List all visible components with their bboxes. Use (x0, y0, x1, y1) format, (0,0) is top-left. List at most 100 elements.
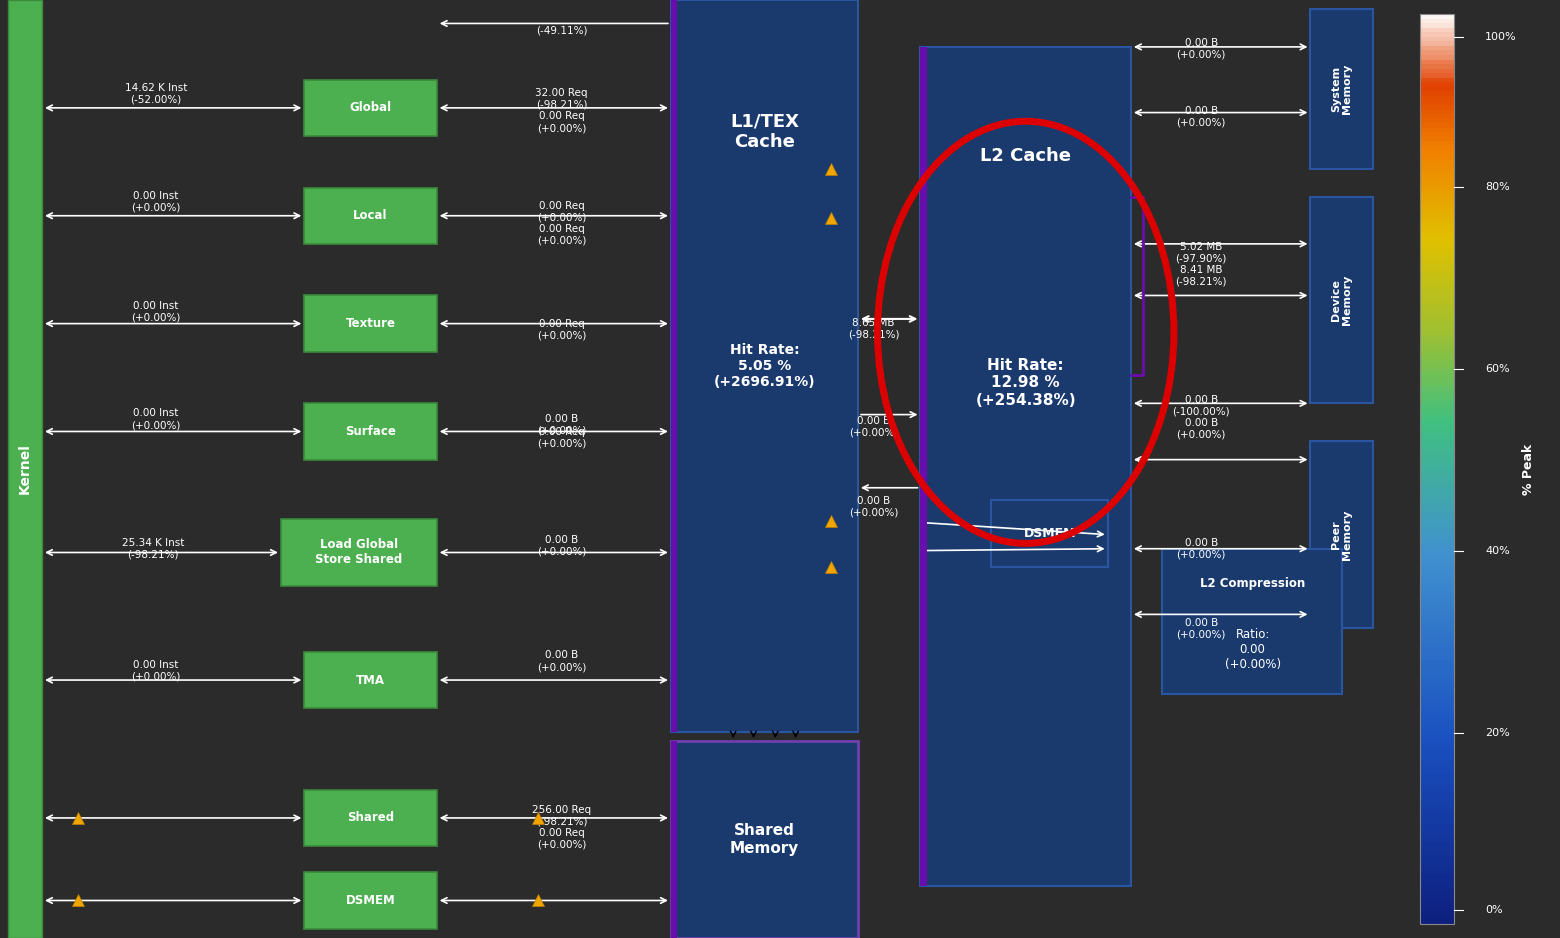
Bar (1420, 83, 1454, 87)
Bar (1420, 779, 1454, 783)
Bar (1420, 269, 1454, 273)
Text: Texture: Texture (345, 317, 396, 330)
Bar (1420, 870, 1454, 874)
Bar (1420, 356, 1454, 360)
Bar (1420, 756, 1454, 760)
Bar (1310, 9, 1373, 169)
Bar (1420, 432, 1454, 437)
Bar (1420, 751, 1454, 756)
Bar (1420, 838, 1454, 842)
Bar (671, 0, 677, 732)
Bar (1420, 369, 1454, 373)
Bar (1310, 197, 1373, 403)
Bar (1420, 474, 1454, 478)
Bar (1420, 287, 1454, 292)
Bar (1420, 373, 1454, 378)
Bar (1420, 460, 1454, 464)
Text: 0.00 B
(+0.00%): 0.00 B (+0.00%) (849, 495, 899, 518)
Bar (1420, 506, 1454, 510)
Text: L1/TEX
Cache: L1/TEX Cache (730, 113, 799, 151)
Bar (1420, 469, 1454, 474)
Bar (1420, 614, 1454, 619)
Text: 100%: 100% (1485, 32, 1516, 42)
Bar (1420, 551, 1454, 555)
Text: Peer
Memory: Peer Memory (1331, 509, 1353, 560)
Bar (304, 188, 437, 244)
Bar (1420, 769, 1454, 774)
Bar (1420, 296, 1454, 301)
Bar (1420, 51, 1454, 55)
Bar (1420, 233, 1454, 237)
Text: 32.00 Req
(-98.21%)
0.00 Req
(+0.00%): 32.00 Req (-98.21%) 0.00 Req (+0.00%) (535, 88, 588, 133)
Bar (1420, 819, 1454, 824)
Bar (1420, 696, 1454, 701)
Bar (1420, 87, 1454, 91)
Text: 5.02 MB
(-97.90%)
8.41 MB
(-98.21%): 5.02 MB (-97.90%) 8.41 MB (-98.21%) (1175, 242, 1228, 287)
Bar (1420, 760, 1454, 764)
Text: 25.34 K Inst
(-98.21%): 25.34 K Inst (-98.21%) (122, 537, 184, 560)
Bar (1420, 847, 1454, 851)
Bar (1420, 255, 1454, 260)
Bar (1420, 910, 1454, 915)
Bar (1420, 278, 1454, 282)
Bar (1420, 487, 1454, 492)
Bar (1420, 351, 1454, 356)
Bar (1420, 28, 1454, 32)
Bar (1420, 878, 1454, 883)
Bar (1420, 164, 1454, 169)
Bar (1420, 519, 1454, 523)
Bar (1420, 801, 1454, 806)
Bar (671, 0, 858, 732)
Bar (1420, 137, 1454, 142)
Bar (1420, 96, 1454, 100)
Bar (1420, 701, 1454, 705)
Bar (991, 500, 1108, 567)
Bar (1420, 146, 1454, 151)
Bar (304, 872, 437, 929)
Bar (1420, 292, 1454, 296)
Bar (1420, 678, 1454, 683)
Bar (1420, 587, 1454, 592)
Bar (1420, 833, 1454, 838)
Bar (1420, 906, 1454, 910)
Text: % Peak: % Peak (1523, 444, 1535, 494)
Bar (1420, 78, 1454, 83)
Bar (1420, 860, 1454, 865)
Bar (1420, 523, 1454, 528)
Bar (1420, 692, 1454, 696)
Bar (1420, 569, 1454, 574)
Text: 0.00 B
(+0.00%): 0.00 B (+0.00%) (1176, 105, 1226, 128)
Bar (1420, 892, 1454, 897)
Bar (1420, 114, 1454, 119)
Text: 0.00 Inst
(+0.00%): 0.00 Inst (+0.00%) (131, 300, 181, 323)
Bar (1420, 628, 1454, 633)
Bar (1420, 401, 1454, 405)
Text: 0.00 B
(+0.00%): 0.00 B (+0.00%) (537, 535, 587, 557)
Text: 0.00 B
(+0.00%): 0.00 B (+0.00%) (537, 650, 587, 673)
Bar (1420, 155, 1454, 159)
Bar (1420, 151, 1454, 155)
Bar (1420, 132, 1454, 137)
Bar (1420, 60, 1454, 64)
Bar (1420, 260, 1454, 265)
Bar (1420, 305, 1454, 310)
Bar (281, 519, 437, 586)
Bar (1420, 337, 1454, 341)
Bar (1420, 715, 1454, 719)
Bar (1420, 346, 1454, 351)
Bar (1420, 728, 1454, 733)
Text: 0.00 B
(-100.00%)
0.00 B
(+0.00%): 0.00 B (-100.00%) 0.00 B (+0.00%) (1173, 395, 1229, 440)
Bar (1162, 549, 1342, 694)
Bar (1420, 37, 1454, 41)
Bar (1420, 510, 1454, 514)
Text: DSMEM: DSMEM (1023, 527, 1076, 540)
Text: Shared
Memory: Shared Memory (730, 824, 799, 855)
Bar (1420, 865, 1454, 870)
Bar (1420, 142, 1454, 146)
Text: 0.00 Inst
(+0.00%): 0.00 Inst (+0.00%) (131, 190, 181, 213)
Bar (304, 652, 437, 708)
Bar (1420, 688, 1454, 692)
Bar (1420, 669, 1454, 673)
Text: 80%: 80% (1485, 182, 1510, 192)
Text: TMA: TMA (356, 673, 385, 687)
